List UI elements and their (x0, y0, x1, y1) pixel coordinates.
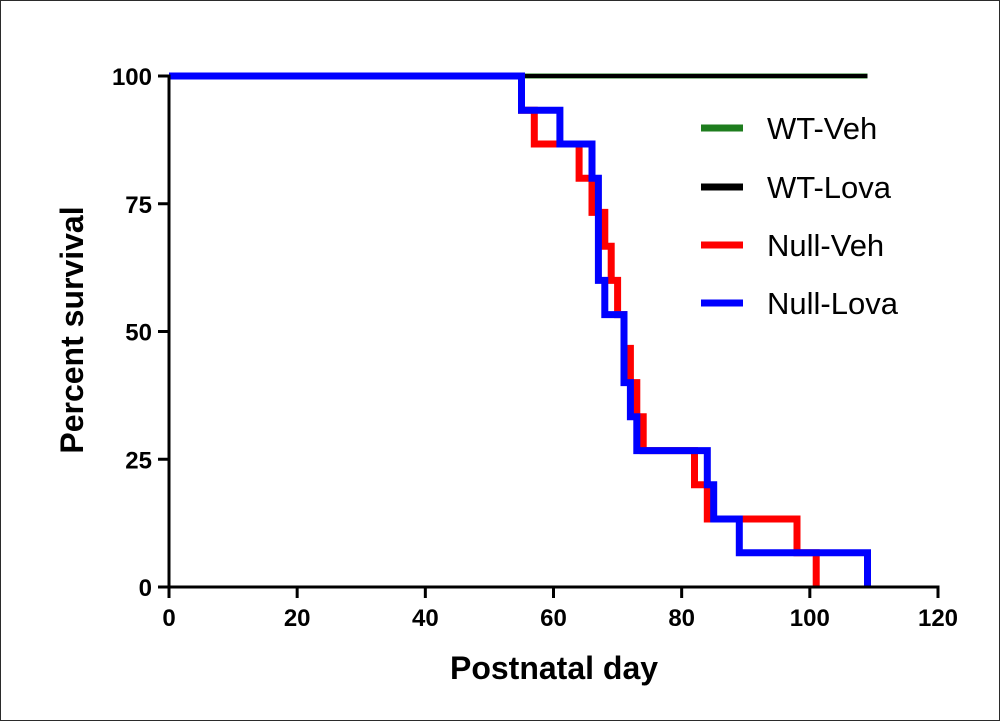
series-line-null-veh (169, 72, 820, 587)
x-tick-label: 80 (668, 605, 695, 632)
legend-label-null-lova: Null-Lova (767, 286, 899, 321)
y-tick-label: 100 (112, 64, 152, 91)
y-axis-ticks: 0 25 50 75 100 (112, 64, 169, 602)
axes-layer (167, 74, 940, 589)
y-tick-label: 50 (125, 320, 152, 347)
legend-label-wt-veh: WT-Veh (767, 111, 877, 146)
legend-label-wt-lova: WT-Lova (767, 170, 892, 205)
y-tick-label: 25 (125, 447, 152, 474)
y-tick-label: 75 (125, 192, 152, 219)
x-tick-label: 120 (918, 605, 958, 632)
x-tick-label: 100 (790, 605, 830, 632)
x-tick-label: 40 (412, 605, 439, 632)
y-axis-title: Percent survival (54, 206, 90, 453)
y-tick-label: 0 (139, 575, 152, 602)
series-layer (169, 72, 871, 587)
legend: WT-Veh WT-Lova Null-Veh Null-Lova (701, 111, 899, 321)
x-tick-label: 60 (540, 605, 567, 632)
x-axis-title: Postnatal day (450, 650, 658, 686)
legend-label-null-veh: Null-Veh (767, 228, 884, 263)
x-axis-ticks: 0 20 40 60 80 100 120 (162, 587, 958, 632)
series-line-null-lova (169, 72, 871, 587)
x-tick-label: 0 (162, 605, 175, 632)
x-tick-label: 20 (284, 605, 311, 632)
